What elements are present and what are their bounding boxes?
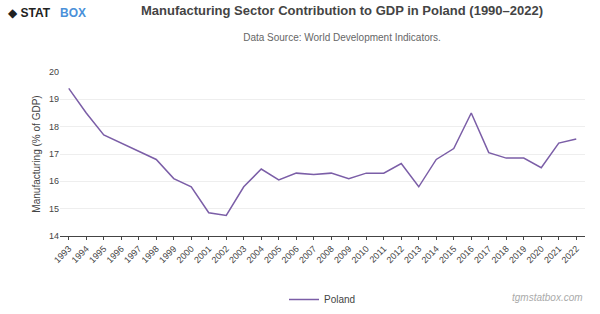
svg-text:tgmstatbox.com: tgmstatbox.com <box>512 292 583 303</box>
svg-text:2018: 2018 <box>490 244 511 265</box>
svg-text:1999: 1999 <box>157 244 178 265</box>
svg-text:2015: 2015 <box>437 244 458 265</box>
svg-text:20: 20 <box>49 67 59 77</box>
svg-text:2016: 2016 <box>455 244 476 265</box>
svg-text:Poland: Poland <box>324 294 355 305</box>
svg-text:2010: 2010 <box>350 244 371 265</box>
svg-text:1995: 1995 <box>87 244 108 265</box>
svg-text:2005: 2005 <box>262 244 283 265</box>
svg-text:Manufacturing (% of GDP): Manufacturing (% of GDP) <box>31 95 42 212</box>
svg-text:2012: 2012 <box>385 244 406 265</box>
svg-text:1994: 1994 <box>70 244 91 265</box>
svg-text:2021: 2021 <box>542 244 563 265</box>
svg-text:1998: 1998 <box>140 244 161 265</box>
svg-text:2013: 2013 <box>402 244 423 265</box>
svg-text:◆ STAT: ◆ STAT <box>8 6 51 20</box>
svg-text:2000: 2000 <box>175 244 196 265</box>
svg-text:2004: 2004 <box>245 244 266 265</box>
svg-text:2020: 2020 <box>525 244 546 265</box>
svg-text:2007: 2007 <box>297 244 318 265</box>
svg-text:Manufacturing Sector Contribut: Manufacturing Sector Contribution to GDP… <box>141 3 543 18</box>
svg-text:2017: 2017 <box>472 244 493 265</box>
svg-text:2011: 2011 <box>368 244 389 265</box>
svg-text:2003: 2003 <box>227 244 248 265</box>
svg-text:2009: 2009 <box>332 244 353 265</box>
svg-text:14: 14 <box>49 231 59 241</box>
svg-text:16: 16 <box>49 176 59 186</box>
svg-text:Data Source: World Development: Data Source: World Development Indicator… <box>243 32 441 43</box>
svg-text:2022: 2022 <box>560 244 581 265</box>
svg-text:1993: 1993 <box>52 244 73 265</box>
svg-text:2014: 2014 <box>420 244 441 265</box>
svg-text:2006: 2006 <box>280 244 301 265</box>
svg-text:2001: 2001 <box>192 244 213 265</box>
svg-text:1997: 1997 <box>122 244 143 265</box>
svg-text:2002: 2002 <box>210 244 231 265</box>
svg-text:1996: 1996 <box>105 244 126 265</box>
svg-text:17: 17 <box>49 149 59 159</box>
svg-text:2008: 2008 <box>315 244 336 265</box>
svg-text:2019: 2019 <box>507 244 528 265</box>
svg-text:19: 19 <box>49 94 59 104</box>
svg-text:15: 15 <box>49 204 59 214</box>
svg-text:BOX: BOX <box>60 6 86 20</box>
svg-text:18: 18 <box>49 122 59 132</box>
